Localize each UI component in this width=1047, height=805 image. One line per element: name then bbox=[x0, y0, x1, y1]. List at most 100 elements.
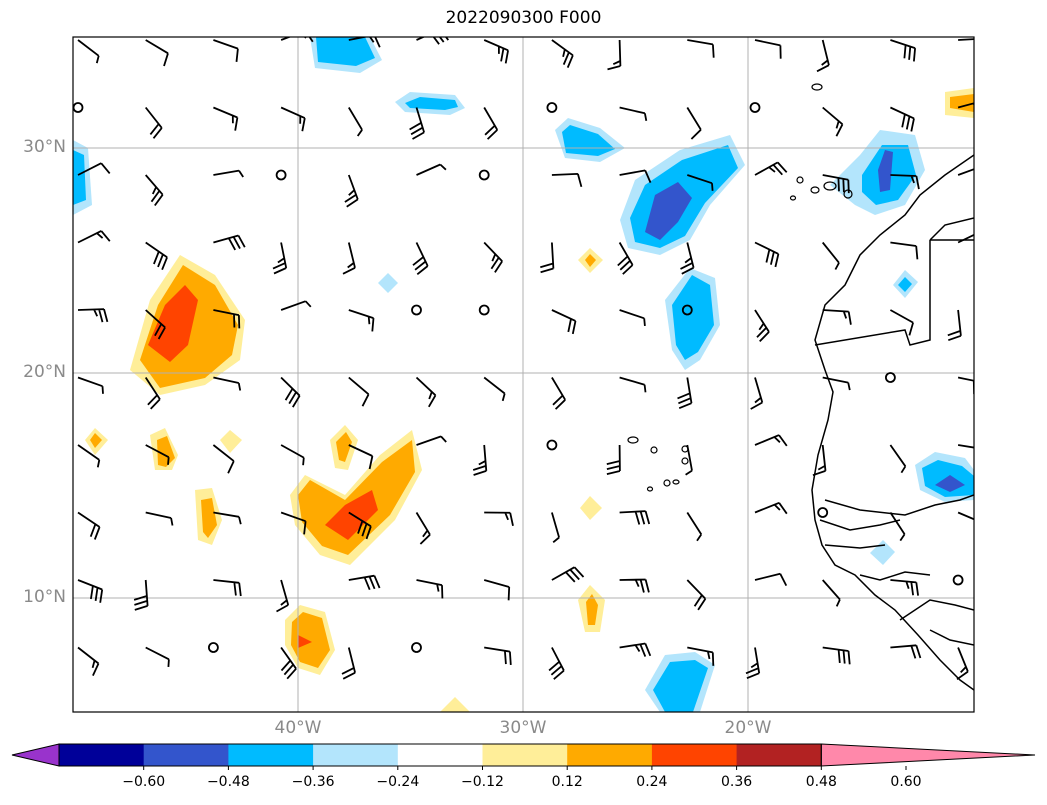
wind-barb bbox=[348, 309, 375, 332]
wind-barb bbox=[77, 511, 101, 540]
wind-barb bbox=[77, 39, 100, 64]
calm-wind-marker bbox=[817, 507, 829, 518]
wind-barb bbox=[686, 512, 703, 542]
wind-barb bbox=[822, 309, 852, 325]
wind-barb bbox=[483, 579, 511, 601]
colorbar-tick-label: 0.48 bbox=[805, 774, 837, 790]
wind-barb bbox=[816, 39, 830, 73]
map-title: 2022090300 F000 bbox=[445, 8, 602, 28]
wind-barb bbox=[822, 646, 851, 665]
wind-barb bbox=[822, 174, 850, 194]
wind-barb bbox=[280, 300, 312, 311]
wind-barb bbox=[754, 161, 788, 176]
wind-barb bbox=[548, 647, 565, 680]
wind-barb bbox=[348, 444, 374, 470]
wind-barb bbox=[213, 234, 246, 251]
wind-barb bbox=[947, 309, 962, 342]
wind-barb bbox=[619, 642, 652, 657]
wind-barb bbox=[484, 646, 512, 665]
calm-wind-marker bbox=[411, 304, 422, 316]
colorbar-tick-label: −0.24 bbox=[376, 774, 420, 790]
wind-barb bbox=[750, 377, 764, 410]
wind-barb bbox=[213, 376, 242, 391]
wind-barb bbox=[619, 106, 648, 121]
lat-label-30n: 30°N bbox=[23, 137, 66, 157]
wind-barb bbox=[344, 174, 359, 208]
wind-barb bbox=[416, 163, 447, 176]
wind-barb bbox=[958, 38, 974, 41]
wind-barb bbox=[280, 37, 314, 43]
wind-barb bbox=[890, 39, 916, 62]
wind-barb bbox=[280, 511, 307, 535]
wind-barb bbox=[213, 169, 244, 178]
wind-barb bbox=[754, 501, 788, 515]
wind-barb bbox=[957, 168, 974, 176]
wind-barb bbox=[551, 39, 574, 68]
wind-barb bbox=[77, 376, 104, 394]
wind-barb bbox=[77, 579, 104, 603]
calm-wind-marker bbox=[73, 102, 84, 113]
map-gridlines bbox=[73, 37, 974, 712]
colorbar-extend-high bbox=[820, 743, 1036, 767]
cape-verde-islands bbox=[627, 83, 853, 492]
colorbar-tick-label: 0.36 bbox=[721, 774, 753, 790]
wind-barb bbox=[957, 511, 974, 521]
colorbar-segment bbox=[567, 744, 653, 766]
wind-barb bbox=[890, 106, 915, 132]
calm-wind-marker bbox=[749, 102, 761, 113]
negative-anomaly-contours bbox=[73, 37, 974, 712]
wind-barb bbox=[77, 230, 111, 244]
wind-barb bbox=[272, 242, 288, 275]
wind-barb bbox=[812, 444, 827, 477]
calm-wind-marker bbox=[207, 642, 219, 653]
wind-barb bbox=[551, 309, 577, 335]
wind-barb bbox=[77, 444, 101, 468]
wind-barb bbox=[890, 241, 919, 260]
wind-barb bbox=[145, 39, 169, 67]
colorbar-segment bbox=[482, 744, 568, 766]
calm-wind-marker bbox=[885, 372, 896, 383]
wind-barb bbox=[551, 512, 560, 543]
calm-wind-marker bbox=[546, 102, 558, 113]
wind-barb bbox=[687, 39, 715, 58]
calm-wind-marker bbox=[275, 169, 287, 181]
wind-barb bbox=[472, 444, 488, 476]
wind-barb bbox=[680, 242, 695, 275]
colorbar bbox=[11, 743, 1036, 770]
calm-wind-marker bbox=[681, 304, 693, 316]
wind-barb bbox=[342, 242, 356, 275]
wind-barb bbox=[416, 579, 444, 599]
colorbar-frame bbox=[58, 743, 822, 767]
calm-wind-marker bbox=[546, 439, 558, 451]
wind-barb bbox=[687, 646, 715, 666]
wind-barb bbox=[821, 241, 840, 270]
calm-wind-marker bbox=[478, 304, 490, 316]
calm-wind-marker bbox=[478, 169, 490, 181]
wind-barb bbox=[145, 309, 166, 340]
wind-barb bbox=[619, 169, 652, 183]
wind-barb bbox=[754, 39, 782, 59]
wind-barb bbox=[551, 566, 585, 583]
wind-barb bbox=[280, 646, 297, 680]
colorbar-tick-label: 0.24 bbox=[636, 774, 668, 790]
colorbar-tick-label: −0.36 bbox=[291, 774, 335, 790]
wind-barb bbox=[619, 376, 647, 393]
wind-barb bbox=[348, 574, 381, 591]
wind-barb bbox=[754, 309, 770, 343]
colorbar-segment bbox=[397, 744, 483, 766]
wind-barb bbox=[754, 572, 788, 587]
map-frame bbox=[72, 36, 975, 713]
wind-barb bbox=[415, 512, 431, 545]
wind-barb bbox=[212, 444, 235, 474]
wind-barb bbox=[889, 444, 907, 474]
wind-barb bbox=[145, 174, 164, 207]
wind-barb bbox=[280, 376, 301, 408]
wind-barb bbox=[348, 511, 372, 540]
wind-barb bbox=[144, 106, 163, 139]
colorbar-tick-label: 0.60 bbox=[890, 774, 922, 790]
wind-barb bbox=[213, 511, 242, 525]
wind-barb bbox=[606, 444, 621, 475]
colorbar-segment bbox=[736, 744, 822, 766]
wind-barb bbox=[213, 39, 239, 62]
wind-barb bbox=[412, 242, 429, 276]
